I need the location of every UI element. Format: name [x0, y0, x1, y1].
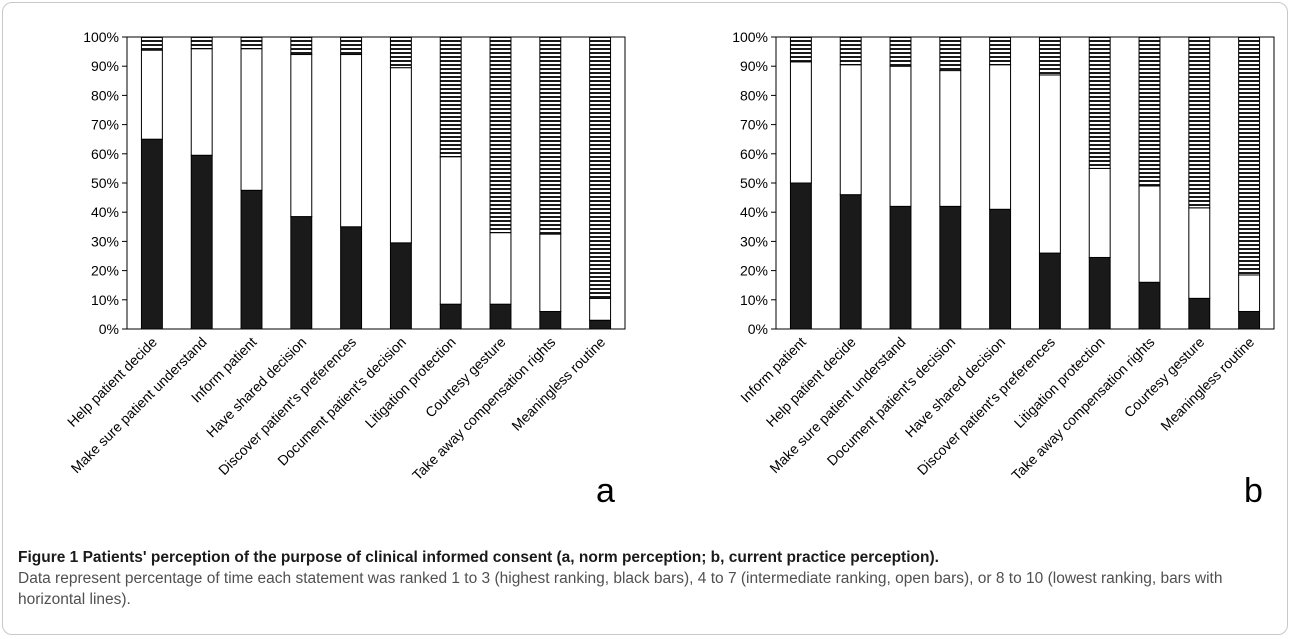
panel-b-y-tick-label: 70%: [740, 117, 768, 133]
panel-b-bar-segment-open: [839, 64, 862, 196]
panel-b-y-tick-label: 60%: [740, 146, 768, 162]
panel-b-bar-segment-open: [1038, 74, 1061, 254]
panel-b-y-tick-label: 40%: [740, 204, 768, 220]
panel-b-bar-segment-open: [1138, 185, 1161, 283]
panel-b-y-tick-label: 10%: [740, 292, 768, 308]
panel-b-y-tick-label: 30%: [740, 233, 768, 249]
panel-a-y-tick-label: 0%: [99, 321, 119, 337]
panel-b-bar-segment-horizontal-lines: [889, 36, 912, 67]
panel-b-bar-segment-solid-black: [1188, 297, 1211, 330]
panel-a-y-tick-label: 80%: [91, 87, 119, 103]
panel-b-bar-segment-horizontal-lines: [989, 36, 1012, 66]
figure-caption: Figure 1 Patients' perception of the pur…: [18, 547, 1268, 610]
panel-a-bar-segment-open: [389, 67, 412, 244]
panel-a-bar-segment-open: [190, 48, 213, 156]
panel-a-bar-segment-open: [240, 48, 263, 191]
panel-a-bar-segment-horizontal-lines: [589, 36, 612, 299]
panel-a-y-tick-label: 20%: [91, 263, 119, 279]
panel-b-panel-label: b: [1244, 472, 1263, 510]
panel-b-bar-segment-horizontal-lines: [1138, 36, 1161, 187]
panel-a-panel-label: a: [596, 472, 615, 510]
panel-a-bar-segment-open: [290, 54, 313, 218]
panel-a-bar-segment-horizontal-lines: [539, 36, 562, 235]
panel-b-bar-segment-horizontal-lines: [789, 36, 812, 63]
panel-a-bar-segment-horizontal-lines: [389, 36, 412, 69]
panel-a-category-label: Meaningless routine: [508, 334, 608, 434]
panel-a-chart: 0% 10% 20% 30% 40% 50% 60% 70% 80% 90% 100% Help pa…: [64, 29, 626, 510]
panel-b-y-tick-label: 80%: [740, 87, 768, 103]
panel-a-y-tick-label: 90%: [91, 58, 119, 74]
panel-a-bar-segment-solid-black: [439, 303, 462, 330]
panel-b-bar-segment-solid-black: [1088, 256, 1111, 330]
panel-b-bar-segment-horizontal-lines: [1238, 36, 1261, 276]
panel-b-bar-segment-solid-black: [789, 182, 812, 330]
panel-b-bar-segment-open: [889, 65, 912, 207]
panel-a-y-tick-label: 30%: [91, 233, 119, 249]
panel-a-y-tick-label: 100%: [83, 29, 119, 45]
panel-b-bar-segment-open: [989, 64, 1012, 210]
panel-a-y-tick-label: 40%: [91, 204, 119, 220]
panel-a-bar-segment-open: [539, 233, 562, 312]
panel-a-bar-segment-solid-black: [290, 216, 313, 330]
panel-b-y-tick-label: 100%: [732, 29, 768, 45]
panel-a-bar-segment-solid-black: [489, 303, 512, 330]
panel-b-bar-segment-open: [939, 70, 962, 207]
panel-b-bar-segment-solid-black: [1038, 252, 1061, 330]
panel-a-bar-segment-horizontal-lines: [439, 36, 462, 158]
panel-a-bar-segment-open: [489, 232, 512, 305]
panel-a-bar-segment-solid-black: [140, 138, 163, 330]
panel-a-bar-segment-horizontal-lines: [290, 36, 313, 56]
panel-b-y-tick-label: 20%: [740, 263, 768, 279]
panel-a-bar-segment-solid-black: [240, 189, 263, 330]
panel-a-bar-segment-open: [589, 297, 612, 321]
panel-b-bar-segment-open: [789, 61, 812, 184]
panel-a-bar-segment-open: [140, 49, 163, 140]
panel-b-bar-segment-solid-black: [1138, 281, 1161, 330]
panel-b-bar-segment-horizontal-lines: [1038, 36, 1061, 76]
panel-b-bar-segment-open: [1188, 207, 1211, 299]
panel-a-bar-segment-horizontal-lines: [240, 36, 263, 50]
panel-a-bar-segment-solid-black: [539, 310, 562, 330]
caption-body: Data represent percentage of time each s…: [18, 570, 1223, 608]
panel-a-y-tick-label: 50%: [91, 175, 119, 191]
panel-a-bar-segment-solid-black: [340, 226, 363, 330]
panel-a-bar-segment-open: [340, 54, 363, 228]
panel-b-bar-segment-horizontal-lines: [1188, 36, 1211, 209]
panel-b-bar-segment-solid-black: [989, 208, 1012, 330]
panel-b-bar-segment-horizontal-lines: [1088, 36, 1111, 169]
panel-a-bar-segment-solid-black: [389, 242, 412, 330]
panel-b-y-tick-label: 50%: [740, 175, 768, 191]
panel-b-chart: 0%10%20%30%40%50%60%70%80%90%100%Inform …: [732, 29, 1275, 510]
panel-b-bar-segment-open: [1088, 167, 1111, 258]
panel-b-bar-segment-solid-black: [1238, 310, 1261, 330]
panel-a-bar-segment-open: [439, 156, 462, 305]
panel-a-category-label: Help patient decide: [64, 334, 160, 430]
panel-b-bar-segment-solid-black: [839, 194, 862, 330]
panel-b-bar-segment-horizontal-lines: [939, 36, 962, 72]
panel-a-bar-segment-horizontal-lines: [190, 36, 213, 50]
panel-a-category-label: Litigation protection: [362, 334, 459, 431]
panel-a-bar-segment-solid-black: [190, 154, 213, 330]
panel-b-y-tick-label: 0%: [748, 321, 768, 337]
panel-a-y-tick-label: 10%: [91, 292, 119, 308]
panel-b-y-tick-label: 90%: [740, 58, 768, 74]
panel-b-bar-segment-horizontal-lines: [839, 36, 862, 66]
panel-b-category-label: Meaningless routine: [1157, 334, 1257, 434]
panel-a-bar-segment-solid-black: [589, 319, 612, 330]
figure-charts: 0% 10% 20% 30% 40% 50% 60% 70% 80% 90% 100% Help pa…: [64, 29, 1275, 510]
panel-a-y-tick-label: 70%: [91, 117, 119, 133]
panel-a-y-tick-label: 60%: [91, 146, 119, 162]
panel-b-category-label: Help patient decide: [763, 334, 859, 430]
panel-a-bar-segment-horizontal-lines: [340, 36, 363, 56]
panel-b-bar-segment-solid-black: [889, 205, 912, 330]
panel-a-bar-segment-horizontal-lines: [489, 36, 512, 234]
panel-a-bar-segment-horizontal-lines: [140, 36, 163, 51]
caption-title: Figure 1 Patients' perception of the pur…: [18, 549, 939, 566]
panel-b-bar-segment-solid-black: [939, 205, 962, 330]
panel-b-bar-segment-open: [1238, 274, 1261, 312]
panel-b-category-label: Litigation protection: [1011, 334, 1108, 431]
